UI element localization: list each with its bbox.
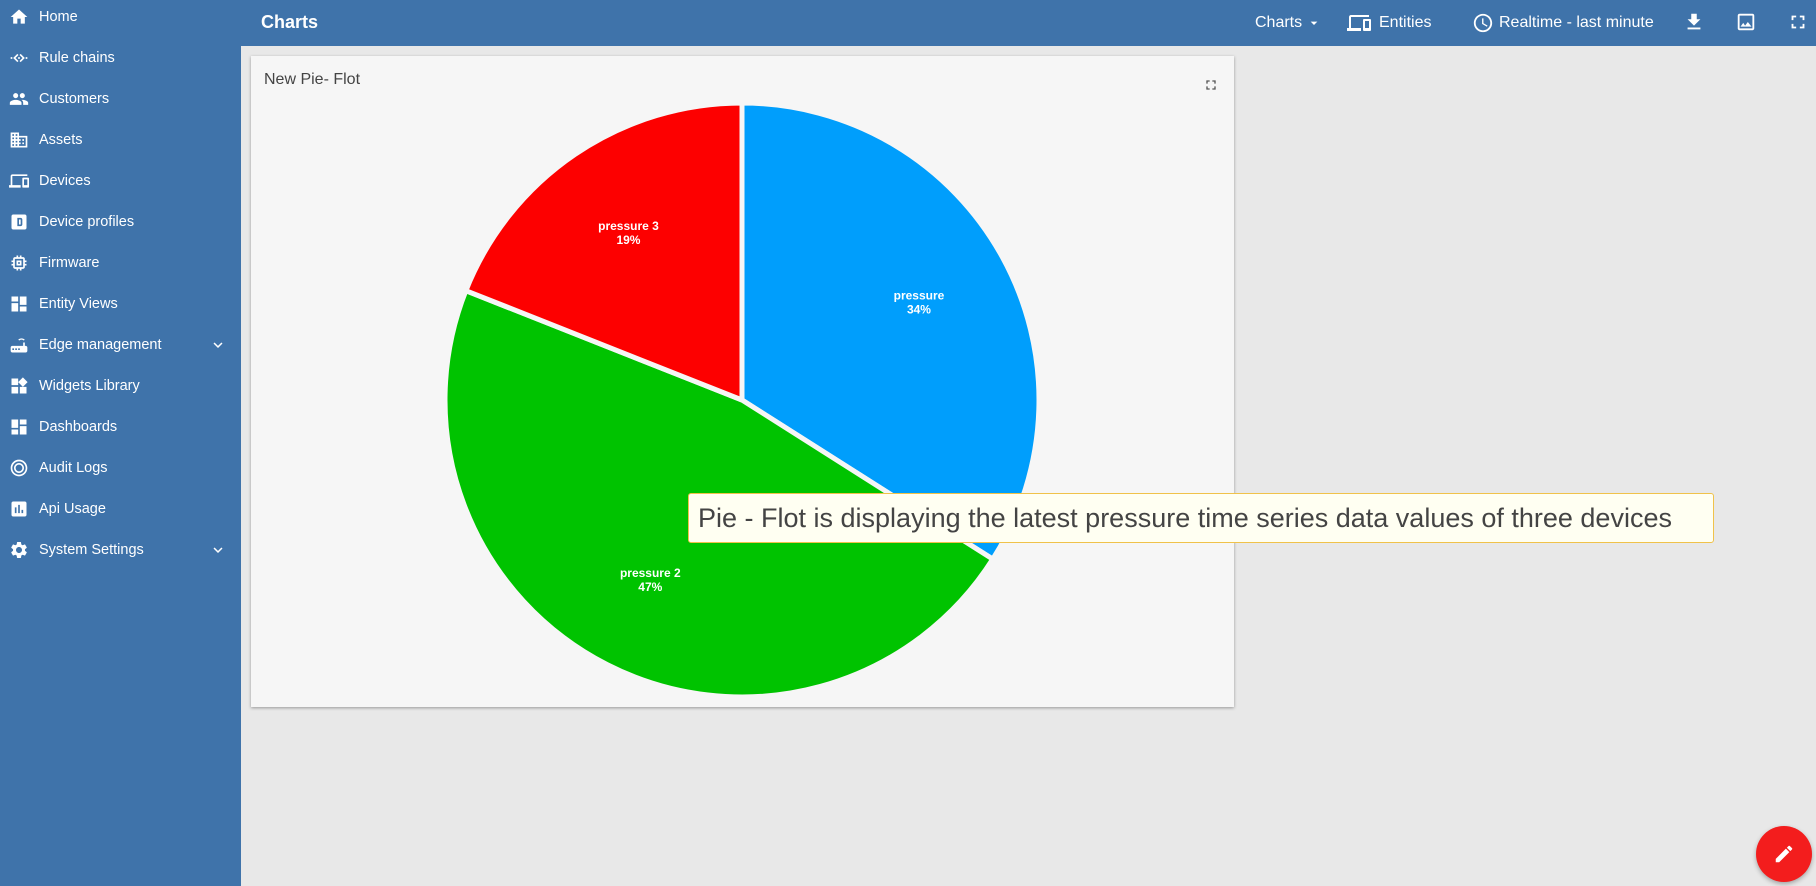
top-toolbar: Charts Charts Entities Realtime - last m… — [241, 0, 1816, 46]
sidebar-item-label: Home — [39, 8, 78, 25]
sidebar-item-assets[interactable]: Assets — [0, 119, 241, 160]
timewindow-label: Realtime - last minute — [1499, 14, 1654, 31]
sidebar-item-edge-management[interactable]: Edge management — [0, 324, 241, 365]
caret-down-icon — [1306, 15, 1322, 31]
home-icon — [8, 6, 30, 28]
sidebar-item-label: Devices — [39, 172, 91, 189]
sidebar-item-label: Rule chains — [39, 49, 115, 66]
slice-label: pressure 2 — [620, 566, 681, 580]
clock-icon — [1472, 12, 1494, 34]
sidebar: Home Rule chains Customers Assets Device… — [0, 0, 241, 886]
widget-title: New Pie- Flot — [264, 71, 361, 88]
widgets-library-icon — [8, 375, 30, 397]
dashboard-states-label: Charts — [1255, 14, 1303, 31]
edit-dashboard-button[interactable] — [1756, 826, 1812, 882]
sidebar-item-label: Assets — [39, 131, 83, 148]
edge-management-icon — [8, 334, 30, 356]
system-settings-icon — [8, 539, 30, 561]
sidebar-item-customers[interactable]: Customers — [0, 78, 241, 119]
firmware-icon — [8, 252, 30, 274]
slice-label: pressure 3 — [598, 219, 659, 233]
page-title: Charts — [261, 12, 319, 32]
sidebar-item-firmware[interactable]: Firmware — [0, 242, 241, 283]
sidebar-item-label: System Settings — [39, 541, 144, 558]
assets-icon — [8, 129, 30, 151]
chevron-down-icon[interactable] — [209, 336, 227, 354]
sidebar-item-label: Api Usage — [39, 500, 106, 517]
sidebar-item-rule-chains[interactable]: Rule chains — [0, 37, 241, 78]
rule-chains-icon — [8, 47, 30, 69]
fullscreen-icon[interactable] — [1787, 11, 1811, 35]
slice-percent-label: 19% — [616, 233, 640, 247]
timewindow-button[interactable]: Realtime - last minute — [1472, 10, 1654, 36]
sidebar-item-label: Customers — [39, 90, 110, 107]
download-icon[interactable] — [1683, 11, 1707, 35]
sidebar-item-widgets-library[interactable]: Widgets Library — [0, 365, 241, 406]
dashboards-icon — [8, 416, 30, 438]
entities-button[interactable]: Entities — [1347, 10, 1431, 36]
device-profiles-icon — [8, 211, 30, 233]
sidebar-item-home[interactable]: Home — [0, 0, 241, 37]
sidebar-item-label: Audit Logs — [39, 459, 108, 476]
slice-label: pressure — [894, 289, 945, 303]
export-image-icon[interactable] — [1735, 11, 1759, 35]
chevron-down-icon[interactable] — [209, 541, 227, 559]
sidebar-item-label: Device profiles — [39, 213, 135, 230]
hint-tooltip: Pie - Flot is displaying the latest pres… — [688, 493, 1714, 543]
slice-percent-label: 34% — [907, 303, 931, 317]
sidebar-item-system-settings[interactable]: System Settings — [0, 529, 241, 570]
sidebar-item-label: Firmware — [39, 254, 100, 271]
api-usage-icon — [8, 498, 30, 520]
widget-fullscreen-icon[interactable] — [1203, 77, 1221, 95]
customers-icon — [8, 88, 30, 110]
sidebar-item-label: Edge management — [39, 336, 162, 353]
sidebar-item-label: Widgets Library — [39, 377, 140, 394]
devices-icon — [8, 170, 30, 192]
sidebar-item-entity-views[interactable]: Entity Views — [0, 283, 241, 324]
sidebar-item-api-usage[interactable]: Api Usage — [0, 488, 241, 529]
pie-slice[interactable] — [463, 100, 745, 403]
sidebar-item-devices[interactable]: Devices — [0, 160, 241, 201]
sidebar-item-label: Dashboards — [39, 418, 118, 435]
sidebar-item-device-profiles[interactable]: Device profiles — [0, 201, 241, 242]
audit-logs-icon — [8, 457, 30, 479]
slice-percent-label: 47% — [638, 580, 662, 594]
sidebar-item-label: Entity Views — [39, 295, 118, 312]
entities-label: Entities — [1379, 14, 1432, 31]
pie-chart-widget: pressure 34% pressure 2 47% pressure 3 19% Ne… — [251, 56, 1234, 707]
entity-views-icon — [8, 293, 30, 315]
sidebar-item-dashboards[interactable]: Dashboards — [0, 406, 241, 447]
sidebar-item-audit-logs[interactable]: Audit Logs — [0, 447, 241, 488]
pencil-icon — [1773, 843, 1795, 865]
dashboard-states-button[interactable]: Charts — [1255, 10, 1322, 36]
devices-icon — [1347, 11, 1371, 35]
